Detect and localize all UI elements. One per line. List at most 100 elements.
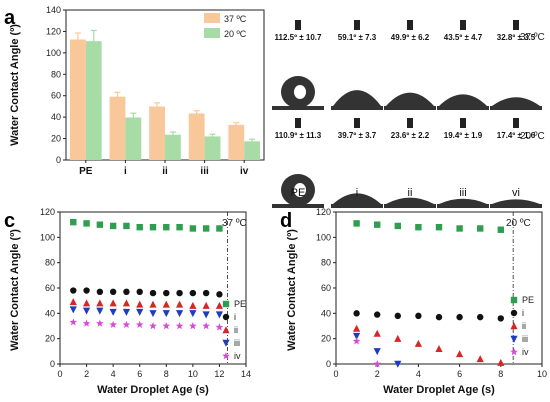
contact-angle-value: 39.7º ± 3.7 <box>338 131 377 140</box>
point-c-PE <box>149 224 157 231</box>
point-c-i <box>109 288 117 295</box>
sample-label: vi <box>512 187 520 199</box>
x-tick-label-d: 10 <box>537 369 547 379</box>
needle <box>354 118 360 128</box>
needle <box>460 20 466 30</box>
point-c-i <box>123 288 130 295</box>
point-c-PE <box>216 225 223 232</box>
y-tick-label-d: 120 <box>316 207 331 217</box>
point-c-ii <box>96 299 104 307</box>
point-d-ii <box>353 324 361 332</box>
point-c-iii <box>215 311 224 319</box>
y-tick-label-d: 20 <box>321 334 331 344</box>
point-c-iv <box>189 322 197 330</box>
point-c-i <box>189 289 197 297</box>
sample-label: iii <box>459 187 466 199</box>
x-tick-label-c: 2 <box>84 369 89 379</box>
droplet <box>333 193 381 204</box>
point-d-ii <box>435 345 443 352</box>
y-tick-label-c: 40 <box>45 308 55 318</box>
point-c-iii <box>175 310 184 318</box>
point-d-PE <box>497 226 504 233</box>
legend-label-d-i: i <box>522 308 524 318</box>
plot-frame-d <box>335 211 543 365</box>
point-c-ii <box>122 299 131 307</box>
point-d-i <box>497 315 504 322</box>
x-tick-label-c: 6 <box>137 369 142 379</box>
droplet-reflection <box>294 183 306 197</box>
point-c-i <box>176 289 183 297</box>
bar-37-iv <box>228 124 245 160</box>
point-d-i <box>435 313 443 321</box>
sample-label: ii <box>408 187 413 199</box>
x-tick-label-a: iv <box>240 166 249 177</box>
substrate <box>437 204 489 208</box>
point-d-i <box>456 313 463 321</box>
needle <box>407 118 413 128</box>
point-c-iii <box>162 310 170 318</box>
contact-angle-value: 32.8º ± 3.5 <box>497 33 536 42</box>
y-tick-label-d: 60 <box>321 283 331 293</box>
contact-angle-value: 49.9º ± 6.2 <box>391 33 430 42</box>
needle <box>407 20 413 30</box>
sample-label: i <box>356 187 358 199</box>
substrate <box>384 106 436 110</box>
point-c-i <box>202 289 210 297</box>
point-c-PE <box>136 224 143 231</box>
point-c-iii <box>202 311 210 319</box>
substrate <box>437 106 489 110</box>
y-tick-label-a: 20 <box>51 134 61 144</box>
point-d-PE <box>415 224 422 231</box>
point-c-i <box>216 291 223 298</box>
bar-37-PE <box>69 39 86 160</box>
bar-20-iv <box>244 141 261 160</box>
contact-angle-value: 59.1º ± 7.3 <box>338 33 377 42</box>
droplet-temp-37: 37 ºC <box>520 32 545 43</box>
point-c-PE <box>96 221 104 228</box>
bar-37-ii <box>149 106 165 160</box>
point-c-ii <box>162 300 170 308</box>
point-c-iv <box>82 319 91 327</box>
point-c-iii <box>189 310 197 318</box>
point-d-PE <box>353 220 360 227</box>
point-d-ii <box>497 358 505 366</box>
y-tick-label-d: 100 <box>316 232 331 242</box>
y-axis-title-d: Water Contact Angle (º) <box>286 229 298 351</box>
point-d-iv <box>352 337 361 345</box>
x-tick-label-a: i <box>124 166 127 177</box>
panel-letter-d: d <box>280 210 292 232</box>
needle <box>513 20 519 30</box>
legend-marker-c-ii <box>222 326 230 334</box>
y-tick-label-a: 140 <box>46 5 61 15</box>
legend-label-c-PE: PE <box>234 299 246 309</box>
x-tick-label-c: 0 <box>57 369 62 379</box>
needle <box>513 118 519 128</box>
panel-letter-c: c <box>4 210 15 232</box>
point-d-PE <box>456 225 463 232</box>
point-d-ii <box>373 329 381 337</box>
legend-marker-c-i <box>222 313 230 321</box>
annotation-d: 20 ºC <box>506 218 531 229</box>
point-c-iii <box>82 307 91 315</box>
scatter-chart-c: Water Contact Angle (º) Water Droplet Ag… <box>9 207 251 396</box>
point-d-i <box>477 313 484 321</box>
bar-20-ii <box>165 134 181 160</box>
point-d-i <box>415 312 422 320</box>
point-c-ii <box>215 301 224 309</box>
y-tick-label-a: 60 <box>51 91 61 101</box>
bar-37-i <box>109 96 126 160</box>
point-d-ii <box>476 355 484 363</box>
x-axis-title-d: Water Droplet Age (s) <box>383 384 495 396</box>
point-c-PE <box>202 225 210 232</box>
legend-swatch-20 <box>204 28 220 38</box>
point-c-PE <box>176 224 183 231</box>
point-c-i <box>96 288 104 295</box>
legend-marker-d-i <box>510 309 518 317</box>
legend-label-c-ii: ii <box>234 325 238 335</box>
legend-label-37: 37 ºC <box>224 14 247 24</box>
point-c-PE <box>123 222 130 230</box>
point-c-ii <box>136 300 144 308</box>
y-tick-label-a: 0 <box>56 155 61 165</box>
legend-a: 37 ºC 20 ºC <box>204 13 247 39</box>
y-tick-label-d: 0 <box>326 359 331 369</box>
